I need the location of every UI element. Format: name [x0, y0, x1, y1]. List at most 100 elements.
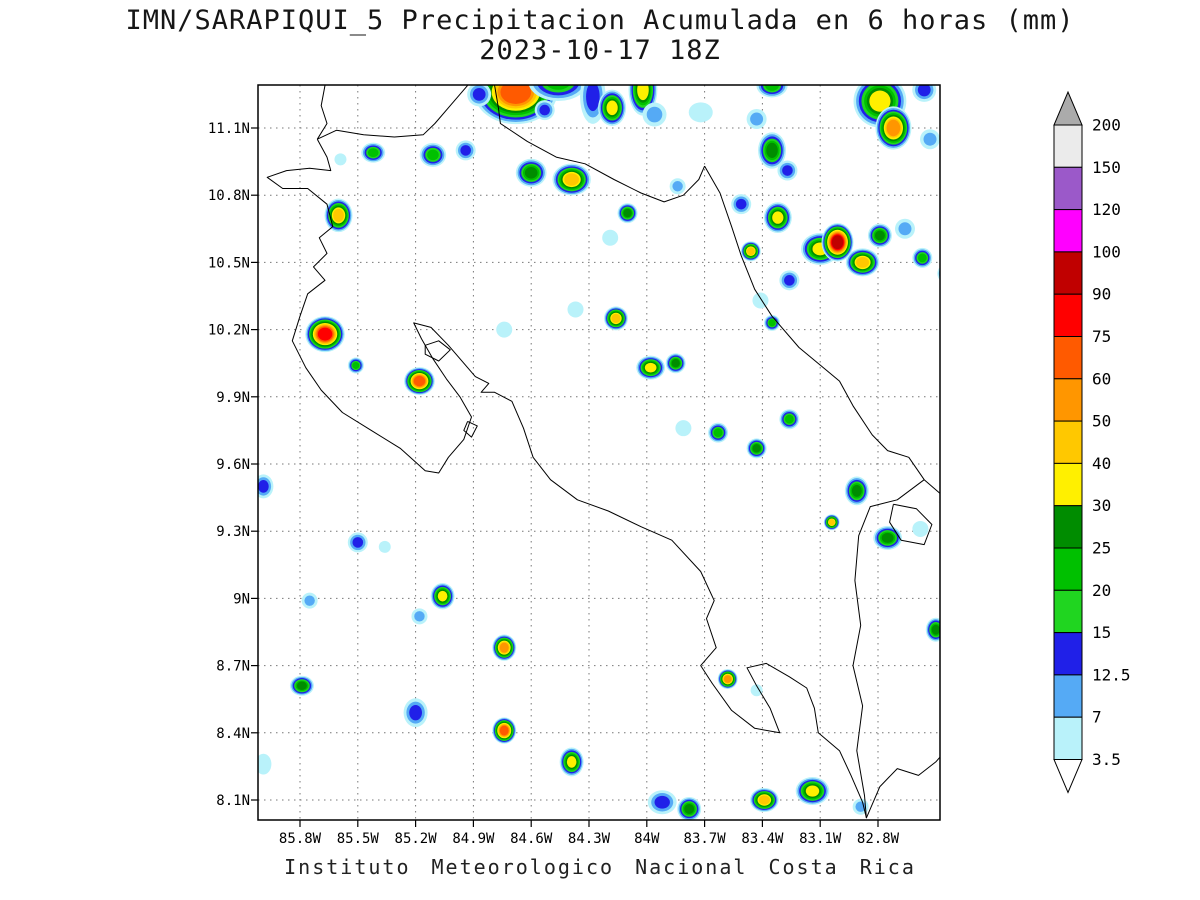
- colorbar-label: 3.5: [1092, 750, 1121, 769]
- y-axis-tick-label: 9.3N: [216, 524, 250, 540]
- precip-cell-ring: [352, 361, 360, 369]
- precip-cell-ring: [524, 167, 538, 179]
- colorbar-segment: [1053, 716, 1083, 761]
- colorbar-label: 7: [1092, 708, 1102, 727]
- coastline-layer: [266, 85, 940, 819]
- footer-caption: Instituto Meteorologico Nacional Costa R…: [284, 855, 916, 879]
- precip-cell-ring: [566, 756, 577, 768]
- precip-cell-ring: [912, 520, 929, 537]
- precip-cell-ring: [784, 275, 795, 286]
- precip-cell-ring: [304, 595, 315, 606]
- precip-cell-ring: [713, 428, 723, 438]
- precip-cell-ring: [611, 313, 621, 323]
- precip-cell-ring: [931, 624, 940, 635]
- colorbar-label: 90: [1092, 285, 1111, 304]
- colorbar-label: 25: [1092, 539, 1111, 558]
- precip-cell-ring: [672, 181, 683, 192]
- colorbar-label: 200: [1092, 116, 1121, 135]
- coastline-path: [494, 85, 706, 203]
- precip-cell-ring: [586, 85, 600, 112]
- x-axis-tick-label: 84W: [634, 831, 660, 847]
- precip-cell-ring: [917, 85, 931, 97]
- precip-cell-ring: [414, 611, 425, 622]
- colorbar-segment: [1053, 124, 1083, 168]
- precip-cell-ring: [378, 540, 391, 553]
- precip-cell-ring: [688, 102, 713, 123]
- colorbar-label: 100: [1092, 242, 1121, 261]
- colorbar-label: 60: [1092, 369, 1111, 388]
- precip-cell-ring: [460, 145, 471, 156]
- colorbar-segment: [1053, 166, 1083, 211]
- precip-cell-ring: [602, 229, 619, 246]
- precip-cell-ring: [472, 88, 486, 101]
- colorbar-segment: [1053, 462, 1083, 507]
- precip-cell-ring: [828, 519, 835, 526]
- precip-cell-ring: [942, 268, 954, 280]
- precip-cell-ring: [851, 484, 862, 497]
- x-axis-tick-label: 84.6W: [510, 831, 553, 847]
- coastline-path: [317, 85, 468, 140]
- y-axis-tick-label: 8.1N: [216, 793, 250, 809]
- x-axis-tick-label: 84.3W: [568, 831, 611, 847]
- precip-cell-ring: [539, 104, 550, 116]
- colorbar-over-triangle: [1053, 90, 1083, 126]
- precip-cell-ring: [500, 85, 532, 104]
- precip-cell-ring: [317, 327, 333, 341]
- colorbar-segment: [1053, 378, 1083, 422]
- colorbar-segment: [1053, 547, 1083, 591]
- precip-cell-ring: [684, 803, 695, 814]
- coastline-path: [316, 85, 328, 140]
- precip-cell-ring: [367, 148, 379, 158]
- precip-cell-ring: [831, 235, 844, 250]
- colorbar-segment: [1053, 209, 1083, 253]
- y-axis-tick-label: 10.2N: [208, 323, 250, 339]
- coastline-path: [889, 503, 933, 546]
- precip-cell-ring: [917, 253, 927, 263]
- colorbar-segment: [1053, 420, 1083, 464]
- precip-cell-ring: [940, 266, 954, 280]
- precip-cell-ring: [750, 112, 764, 126]
- precip-cell-ring: [352, 537, 364, 548]
- colorbar-label: 75: [1092, 327, 1111, 346]
- precip-cell-ring: [567, 301, 584, 318]
- coastline-path: [852, 479, 925, 818]
- precip-cell-ring: [746, 247, 755, 256]
- precip-cell-ring: [644, 362, 657, 373]
- precip-cell-ring: [564, 173, 580, 186]
- precip-cell-ring: [805, 785, 820, 797]
- colorbar-segment: [1053, 251, 1083, 295]
- coastline-path: [463, 420, 478, 438]
- y-axis-tick-label: 10.8N: [208, 188, 250, 204]
- colorbar-label: 50: [1092, 412, 1111, 431]
- y-axis-tick-label: 9N: [233, 591, 250, 607]
- precipitation-cells-layer: [258, 85, 954, 820]
- precip-cell-ring: [258, 480, 269, 493]
- precip-cell-ring: [856, 257, 870, 268]
- precip-cell-ring: [768, 319, 776, 327]
- precip-cell-ring: [413, 375, 426, 387]
- axis-ticks: [251, 127, 879, 827]
- precip-cell-ring: [496, 321, 513, 338]
- precip-cell-ring: [869, 90, 891, 112]
- colorbar-label: 20: [1092, 581, 1111, 600]
- colorbar-segment: [1053, 674, 1083, 718]
- precip-cell-ring: [546, 85, 570, 90]
- colorbar-segment: [1053, 589, 1083, 634]
- precip-cell-ring: [750, 684, 763, 697]
- x-axis-tick-label: 85.5W: [337, 831, 380, 847]
- precip-cell-ring: [772, 211, 784, 224]
- coastline-path: [704, 165, 940, 494]
- colorbar-label: 120: [1092, 200, 1121, 219]
- precip-cell-ring: [675, 420, 692, 437]
- precip-cell-ring: [898, 222, 912, 236]
- precip-cell-ring: [874, 230, 885, 241]
- x-axis-tick-label: 85.8W: [279, 831, 322, 847]
- precip-cell-ring: [437, 590, 448, 602]
- precip-cell-ring: [938, 269, 940, 279]
- precip-cell-ring: [258, 753, 272, 775]
- x-axis-tick-label: 82.8W: [857, 831, 900, 847]
- colorbar-label: 40: [1092, 454, 1111, 473]
- y-axis-tick-label: 9.9N: [216, 390, 250, 406]
